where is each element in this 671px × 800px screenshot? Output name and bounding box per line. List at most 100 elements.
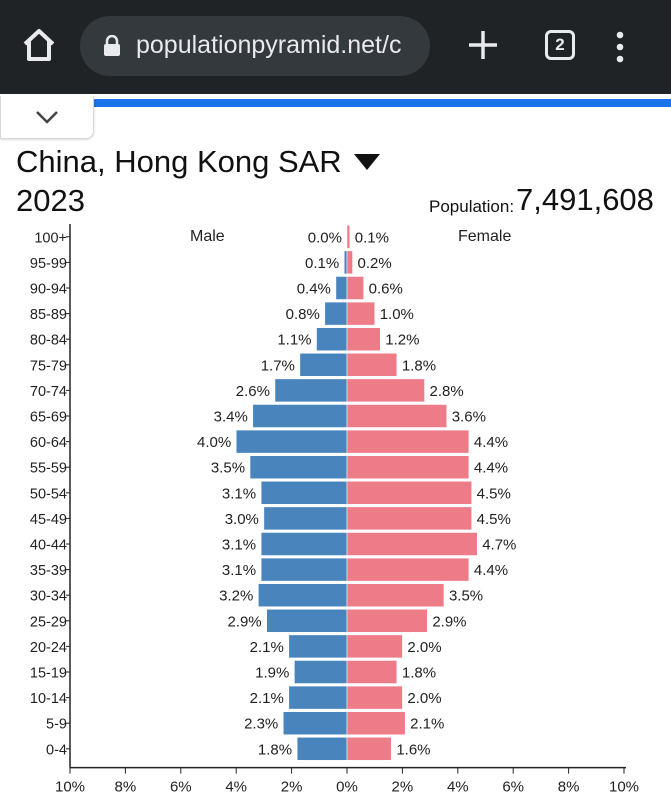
data-label-female: 3.5% bbox=[449, 588, 483, 605]
bar-female[interactable] bbox=[346, 481, 472, 505]
y-tick-label: 60-64 bbox=[30, 435, 67, 451]
bar-female[interactable] bbox=[346, 609, 428, 633]
bar-male[interactable] bbox=[283, 711, 348, 735]
bar-male[interactable] bbox=[288, 634, 348, 659]
bar-female[interactable] bbox=[346, 557, 470, 582]
y-tick-label: 10-14 bbox=[30, 691, 67, 707]
y-tick-label: 85-89 bbox=[30, 307, 67, 323]
bar-male[interactable] bbox=[252, 404, 348, 428]
data-label-male: 1.8% bbox=[258, 741, 292, 758]
x-tick-label: 8% bbox=[115, 779, 137, 796]
bar-female[interactable] bbox=[346, 429, 470, 454]
bar-female[interactable] bbox=[346, 250, 353, 275]
data-label-female: 2.8% bbox=[430, 383, 464, 400]
legend-male: Male bbox=[190, 228, 225, 245]
data-label-female: 1.8% bbox=[402, 357, 436, 374]
y-tick-label: 0-4 bbox=[46, 742, 67, 758]
bar-male[interactable] bbox=[274, 378, 348, 403]
data-label-female: 4.4% bbox=[474, 562, 508, 579]
collapse-toggle[interactable] bbox=[0, 96, 94, 139]
address-bar[interactable]: populationpyramid.net/c bbox=[80, 16, 430, 76]
data-label-male: 2.6% bbox=[236, 383, 270, 400]
bar-male[interactable] bbox=[263, 506, 348, 531]
x-tick-label: 0% bbox=[336, 779, 358, 796]
dropdown-triangle-icon[interactable] bbox=[353, 153, 380, 170]
bar-male[interactable] bbox=[288, 685, 348, 710]
bar-male[interactable] bbox=[249, 455, 348, 479]
data-label-female: 4.5% bbox=[477, 511, 511, 528]
data-label-male: 3.5% bbox=[211, 460, 245, 477]
data-label-female: 0.1% bbox=[355, 229, 389, 246]
x-tick-label: 4% bbox=[447, 779, 469, 796]
data-label-male: 3.1% bbox=[222, 562, 256, 579]
page-title[interactable]: China, Hong Kong SAR bbox=[16, 144, 380, 180]
bar-female[interactable] bbox=[346, 737, 392, 761]
population-label: Population: bbox=[429, 197, 515, 216]
bar-male[interactable] bbox=[294, 660, 348, 684]
data-label-male: 3.0% bbox=[225, 511, 259, 528]
y-tick-label: 95-99 bbox=[30, 256, 67, 272]
bar-female[interactable] bbox=[346, 532, 478, 556]
data-label-male: 2.3% bbox=[244, 716, 278, 733]
legend-female: Female bbox=[458, 228, 511, 245]
data-label-male: 1.9% bbox=[255, 665, 289, 682]
population-pyramid-chart: Male Female 0.0% 0.1% 100+ 0.1% 0.2% 95-99 0.4% 0… bbox=[30, 224, 639, 796]
data-label-female: 4.5% bbox=[477, 485, 511, 502]
data-label-female: 0.2% bbox=[358, 255, 392, 272]
tabs-icon[interactable]: 2 bbox=[545, 30, 575, 60]
plus-icon[interactable] bbox=[466, 28, 500, 62]
bar-female[interactable] bbox=[346, 378, 425, 403]
bar-male[interactable] bbox=[260, 557, 348, 582]
bar-female[interactable] bbox=[346, 660, 398, 684]
home-icon[interactable] bbox=[20, 26, 58, 64]
y-tick-label: 45-49 bbox=[30, 512, 67, 528]
bar-male[interactable] bbox=[343, 250, 348, 275]
y-tick-label: 40-44 bbox=[30, 538, 67, 554]
x-tick-label: 4% bbox=[225, 779, 247, 796]
bar-male[interactable] bbox=[258, 583, 348, 607]
bar-male[interactable] bbox=[299, 353, 348, 377]
bar-male[interactable] bbox=[316, 327, 348, 351]
bar-male[interactable] bbox=[335, 276, 348, 300]
bar-female[interactable] bbox=[346, 634, 403, 659]
data-label-female: 4.4% bbox=[474, 460, 508, 477]
bar-female[interactable] bbox=[346, 583, 445, 607]
bar-male[interactable] bbox=[260, 532, 348, 556]
y-tick-label: 65-69 bbox=[30, 410, 67, 426]
data-label-female: 2.1% bbox=[410, 716, 444, 733]
data-label-male: 1.1% bbox=[277, 332, 311, 349]
y-tick-label: 50-54 bbox=[30, 486, 67, 502]
bar-male[interactable] bbox=[266, 609, 348, 633]
y-tick-label: 90-94 bbox=[30, 282, 67, 298]
bar-female[interactable] bbox=[346, 506, 472, 531]
bar-female[interactable] bbox=[346, 404, 447, 428]
bar-female[interactable] bbox=[346, 225, 351, 249]
bar-male[interactable] bbox=[260, 481, 348, 505]
y-tick-label: 15-19 bbox=[30, 666, 67, 682]
lock-icon bbox=[104, 35, 120, 56]
data-label-male: 4.0% bbox=[197, 434, 231, 451]
menu-icon[interactable] bbox=[614, 30, 626, 64]
data-label-male: 3.2% bbox=[219, 588, 253, 605]
x-tick-label: 6% bbox=[170, 779, 192, 796]
bar-female[interactable] bbox=[346, 301, 375, 326]
data-label-female: 1.0% bbox=[380, 306, 414, 323]
bar-female[interactable] bbox=[346, 685, 403, 710]
bar-female[interactable] bbox=[346, 455, 470, 479]
data-label-male: 3.1% bbox=[222, 485, 256, 502]
bar-female[interactable] bbox=[346, 276, 364, 300]
bar-male[interactable] bbox=[324, 301, 348, 326]
bar-male[interactable] bbox=[235, 429, 348, 454]
url-text[interactable]: populationpyramid.net/c bbox=[136, 31, 402, 59]
data-label-male: 0.0% bbox=[308, 229, 342, 246]
data-label-male: 0.4% bbox=[297, 281, 331, 298]
bar-female[interactable] bbox=[346, 353, 398, 377]
bar-female[interactable] bbox=[346, 711, 406, 735]
x-tick-label: 2% bbox=[281, 779, 303, 796]
x-tick-label: 6% bbox=[502, 779, 524, 796]
data-label-female: 1.8% bbox=[402, 665, 436, 682]
country-name: China, Hong Kong SAR bbox=[16, 144, 342, 179]
data-label-female: 1.6% bbox=[396, 741, 430, 758]
bar-female[interactable] bbox=[346, 327, 381, 351]
bar-male[interactable] bbox=[296, 737, 348, 761]
